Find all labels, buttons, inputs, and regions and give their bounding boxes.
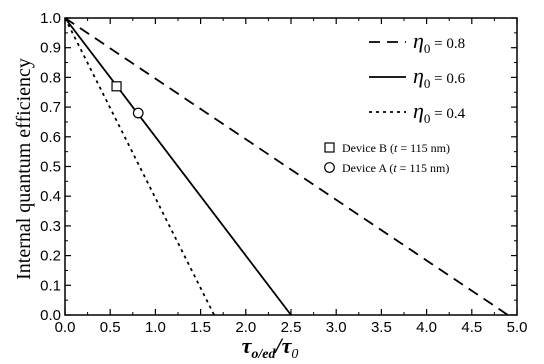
x-tick-label: 4.5 [461,319,482,336]
series-line-eta-0-4 [64,17,215,316]
device-a-point [132,107,144,119]
legend-label: η0 = 0.4 [413,98,466,126]
y-tick-label: 0.0 [40,307,61,324]
y-tick-label: 0.7 [40,99,61,116]
legend-eta-value: = 0.6 [430,71,465,87]
legend-device-label: Device B (t = 115 nm) [342,141,450,155]
legend-square-marker [324,142,335,153]
y-tick-label: 0.5 [40,159,61,176]
x-tick-label: 4.0 [416,319,437,336]
y-tick-label: 1.0 [40,10,61,27]
x-tick-label: 2.0 [235,319,256,336]
x-axis-label-sub-den: 0 [291,347,298,362]
legend-eta: η [413,63,424,88]
legend-device-var: t [393,161,397,175]
device-b-point [111,81,122,92]
y-tick-label: 0.9 [40,40,61,57]
x-tick-label: 3.5 [371,319,392,336]
y-axis-label: Internal quantum efficiency [13,58,35,280]
y-tick-label: 0.1 [40,277,61,294]
legend-device-pre: Device A ( [342,161,393,175]
y-tick-label: 0.6 [40,129,61,146]
axis-ticks: 0.0 0.5 1.0 1.5 2.0 2.5 3.0 3.5 4.0 4.5 5.0 0.0 0.1 0… [40,10,527,336]
y-tick-label: 0.3 [40,218,61,235]
y-tick-label: 0.4 [40,188,61,205]
legend-eta-sub: 0 [424,111,431,126]
legend-device-var: t [394,141,398,155]
x-tick-label: 0.5 [100,319,121,336]
x-axis-label-slash: / [273,333,283,358]
x-tick-label: 2.5 [281,319,302,336]
legend-eta: η [413,98,424,123]
x-tick-label: 5.0 [507,319,528,336]
series-line-eta-0-6 [64,17,292,316]
x-tick-label: 0.0 [55,319,76,336]
x-axis-label-sub-num: o/ed [251,347,276,362]
y-tick-label: 0.2 [40,248,61,265]
legend-device-post: = 115 nm) [397,141,450,155]
legend-eta-value: = 0.8 [430,36,465,52]
legend-circle-marker [324,162,335,173]
x-tick-label: 1.5 [190,319,211,336]
x-axis-label-tau-den: τ [282,333,293,358]
legend-device-label: Device A (t = 115 nm) [342,161,449,175]
legend-eta-value: = 0.4 [430,106,465,122]
legend-eta-sub: 0 [424,76,431,91]
legend-eta-sub: 0 [424,41,431,56]
legend-label: η0 = 0.6 [413,63,466,91]
y-tick-label: 0.8 [40,69,61,86]
x-tick-label: 1.0 [145,319,166,336]
legend-device-post: = 115 nm) [397,161,450,175]
x-tick-label: 3.0 [326,319,347,336]
x-axis-label-tau: τ [242,333,253,358]
x-axis-label: τo/ed/τ0 [242,333,299,362]
legend-eta: η [413,28,424,53]
legend-label: η0 = 0.8 [413,28,465,56]
legend-device-pre: Device B ( [342,141,394,155]
